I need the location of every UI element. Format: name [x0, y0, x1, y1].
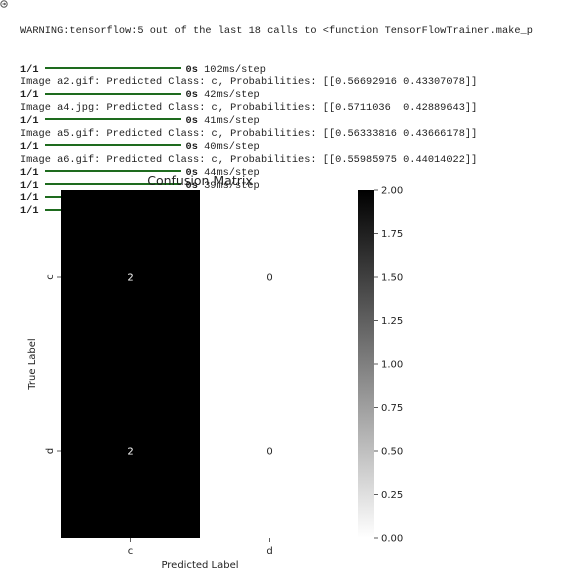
output-toggle-icon[interactable]: [0, 0, 12, 12]
progress-time: 0s: [185, 63, 198, 76]
progress-step: 1/1: [20, 166, 39, 179]
progress-time: 0s: [185, 89, 198, 102]
colorbar-tick-label: 1.00: [381, 360, 403, 371]
progress-bar: [44, 92, 181, 95]
progress-bar: [44, 169, 181, 172]
console-output: WARNING:tensorflow:5 out of the last 18 …: [20, 0, 567, 218]
progress-step: 1/1: [20, 205, 39, 218]
colorbar-tick-label: 0.25: [381, 490, 403, 501]
progress-line: 1/1 0s 44ms/step: [20, 167, 567, 180]
progress-bar: [44, 144, 181, 147]
colorbar-tick-label: 0.50: [381, 447, 403, 458]
progress-time: 0s: [185, 115, 198, 128]
progress-rate: 40ms/step: [204, 140, 260, 153]
progress-line: 1/1 0s 39ms/step: [20, 180, 567, 193]
progress-rate: 44ms/step: [204, 166, 260, 179]
progress-time: 0s: [185, 166, 198, 179]
x-tick-label: d: [266, 546, 272, 557]
heatmap-cell: [200, 190, 339, 364]
y-tick-label: d: [45, 448, 56, 454]
progress-step: 1/1: [20, 140, 39, 153]
progress-rate: 41ms/step: [204, 115, 260, 128]
colorbar-tick-label: 1.75: [381, 229, 403, 240]
cell-value-label: 2: [127, 273, 133, 284]
colorbar-ticks: 0.00 0.25 0.50 0.75 1.00 1.25 1.50 1.75 2.00: [374, 186, 403, 545]
y-axis-label: True Label: [27, 338, 38, 390]
progress-line: 1/1 0s 40ms/step: [20, 141, 567, 154]
heatmap: 2 02 0: [61, 190, 339, 538]
prediction-line: Image a2.gif: Predicted Class: c, Probab…: [20, 76, 478, 89]
progress-line: 1/1 0s 41ms/step: [20, 115, 567, 128]
colorbar-tick-label: 1.50: [381, 273, 403, 284]
progress-time: 0s: [185, 140, 198, 153]
colorbar-tick-label: 2.00: [381, 186, 403, 197]
cell-value-label: 2: [127, 447, 133, 458]
colorbar-tick-label: 1.25: [381, 316, 403, 327]
warning-line: WARNING:tensorflow:5 out of the last 18 …: [20, 24, 533, 37]
y-tick-label: c: [45, 274, 56, 280]
progress-line: 1/1 0s 42ms/step: [20, 89, 567, 102]
progress-rate: 42ms/step: [204, 89, 260, 102]
heatmap-cell: [61, 364, 200, 538]
x-tick-label: c: [128, 546, 134, 557]
progress-step: 1/1: [20, 89, 39, 102]
y-axis: cd: [45, 274, 61, 454]
colorbar: [358, 190, 374, 538]
cell-value-label: 0: [266, 273, 272, 284]
progress-step: 1/1: [20, 192, 39, 205]
cell-value-label: 0: [266, 447, 272, 458]
progress-step: 1/1: [20, 115, 39, 128]
progress-bar: [44, 118, 181, 121]
progress-step: 1/1: [20, 63, 39, 76]
heatmap-cell: [200, 364, 339, 538]
progress-step: 1/1: [20, 179, 39, 192]
chart-title: Confusion Matrix: [147, 173, 253, 188]
progress-bar: [44, 66, 181, 69]
progress-rate: 39ms/step: [204, 179, 260, 192]
progress-bar: [44, 182, 181, 185]
prediction-line: Image a4.jpg: Predicted Class: c, Probab…: [20, 102, 478, 115]
progress-time: 0s: [185, 179, 198, 192]
heatmap-cell: [61, 190, 200, 364]
progress-rate: 102ms/step: [204, 63, 266, 76]
prediction-line: Image a5.gif: Predicted Class: c, Probab…: [20, 127, 478, 140]
x-axis-label: Predicted Label: [161, 560, 238, 571]
prediction-line: Image a6.gif: Predicted Class: c, Probab…: [20, 153, 478, 166]
colorbar-tick-label: 0.00: [381, 534, 403, 545]
colorbar-tick-label: 0.75: [381, 403, 403, 414]
progress-line: 1/1 0s 102ms/step: [20, 64, 567, 77]
